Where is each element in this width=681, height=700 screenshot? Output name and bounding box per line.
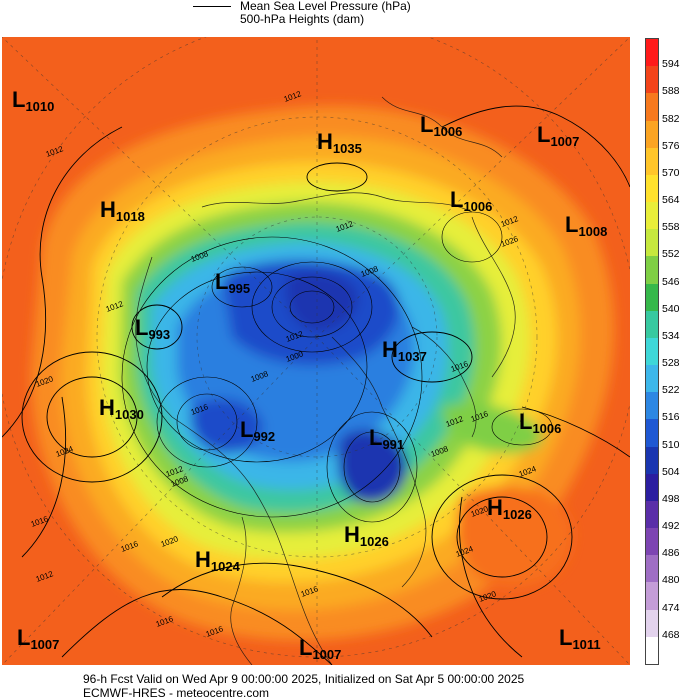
- colorbar-cell: [646, 365, 658, 393]
- high-pressure-label: H1026: [487, 495, 532, 522]
- colorbar-cell: [646, 609, 658, 638]
- colorbar-cell: [646, 283, 658, 312]
- high-pressure-label: H1037: [382, 337, 427, 364]
- colorbar-cell: [646, 147, 658, 176]
- colorbar-cell: [646, 229, 658, 257]
- low-pressure-label: L1010: [12, 87, 54, 114]
- colorbar-level-label: 552: [662, 248, 680, 261]
- colorbar-cell: [646, 473, 658, 502]
- low-pressure-label: L1008: [565, 212, 607, 239]
- height-colorbar: [645, 38, 659, 665]
- colorbar-cell: [646, 256, 658, 285]
- low-pressure-label: L1006: [519, 409, 561, 436]
- high-pressure-label: H1018: [100, 197, 145, 224]
- colorbar-cell: [646, 337, 658, 366]
- colorbar-level-label: 588: [662, 85, 680, 98]
- low-pressure-label: L993: [135, 315, 170, 342]
- colorbar-cell: [646, 39, 658, 67]
- colorbar-level-label: 474: [662, 601, 680, 614]
- colorbar-level-label: 528: [662, 357, 680, 370]
- colorbar-level-label: 468: [662, 628, 680, 641]
- colorbar-cell: [646, 93, 658, 122]
- high-pressure-label: H1030: [99, 395, 144, 422]
- map-header: Mean Sea Level Pressure (hPa) 500-hPa He…: [0, 0, 681, 36]
- colorbar-level-label: 534: [662, 329, 680, 342]
- low-pressure-label: L1007: [299, 635, 341, 662]
- colorbar-level-label: 504: [662, 465, 680, 478]
- low-pressure-label: L1006: [450, 187, 492, 214]
- high-pressure-label: H1026: [344, 522, 389, 549]
- colorbar-cell: [646, 392, 658, 420]
- colorbar-cell: [646, 500, 658, 529]
- low-pressure-label: L1011: [559, 625, 601, 652]
- colorbar-cell: [646, 174, 658, 203]
- low-pressure-label: L1007: [17, 625, 59, 652]
- colorbar-level-label: 498: [662, 492, 680, 505]
- colorbar-level-label: 558: [662, 221, 680, 234]
- colorbar-cell: [646, 582, 658, 611]
- low-pressure-label: L1006: [420, 112, 462, 139]
- colorbar-level-label: 576: [662, 139, 680, 152]
- low-pressure-label: L992: [240, 417, 275, 444]
- colorbar-level-label: 486: [662, 547, 680, 560]
- colorbar-cell: [646, 446, 658, 475]
- low-pressure-label: L995: [215, 269, 250, 296]
- high-pressure-label: H1024: [195, 547, 241, 574]
- colorbar-cell: [646, 419, 658, 448]
- colorbar-cell: [646, 528, 658, 556]
- colorbar-level-label: 594: [662, 58, 680, 71]
- colorbar-cell: [646, 555, 658, 583]
- high-pressure-label: H1035: [317, 129, 362, 156]
- colorbar-level-label: 564: [662, 194, 680, 207]
- forecast-valid-text: 96-h Fcst Valid on Wed Apr 9 00:00:00 20…: [83, 672, 525, 686]
- colorbar-level-label: 546: [662, 275, 680, 288]
- header-heights-label: 500-hPa Heights (dam): [240, 12, 365, 26]
- low-pressure-label: L991: [369, 425, 404, 452]
- header-mslp-label: Mean Sea Level Pressure (hPa): [240, 0, 411, 13]
- colorbar-cell: [646, 310, 658, 339]
- colorbar-level-label: 582: [662, 112, 680, 125]
- colorbar-level-label: 480: [662, 574, 680, 587]
- colorbar-level-label: 570: [662, 166, 680, 179]
- colorbar-level-label: 522: [662, 384, 680, 397]
- colorbar-cell: [646, 120, 658, 149]
- source-credit: ECMWF-HRES - meteocentre.com: [83, 686, 270, 700]
- low-pressure-label: L1007: [537, 122, 579, 149]
- colorbar-cell: [646, 202, 658, 230]
- mslp-legend-line: [193, 6, 231, 7]
- colorbar-level-label: 510: [662, 438, 680, 451]
- colorbar-cell: [646, 66, 658, 94]
- colorbar-level-label: 540: [662, 302, 680, 315]
- colorbar-level-label: 492: [662, 520, 680, 533]
- colorbar-cell: [646, 636, 658, 665]
- colorbar-level-label: 516: [662, 411, 680, 424]
